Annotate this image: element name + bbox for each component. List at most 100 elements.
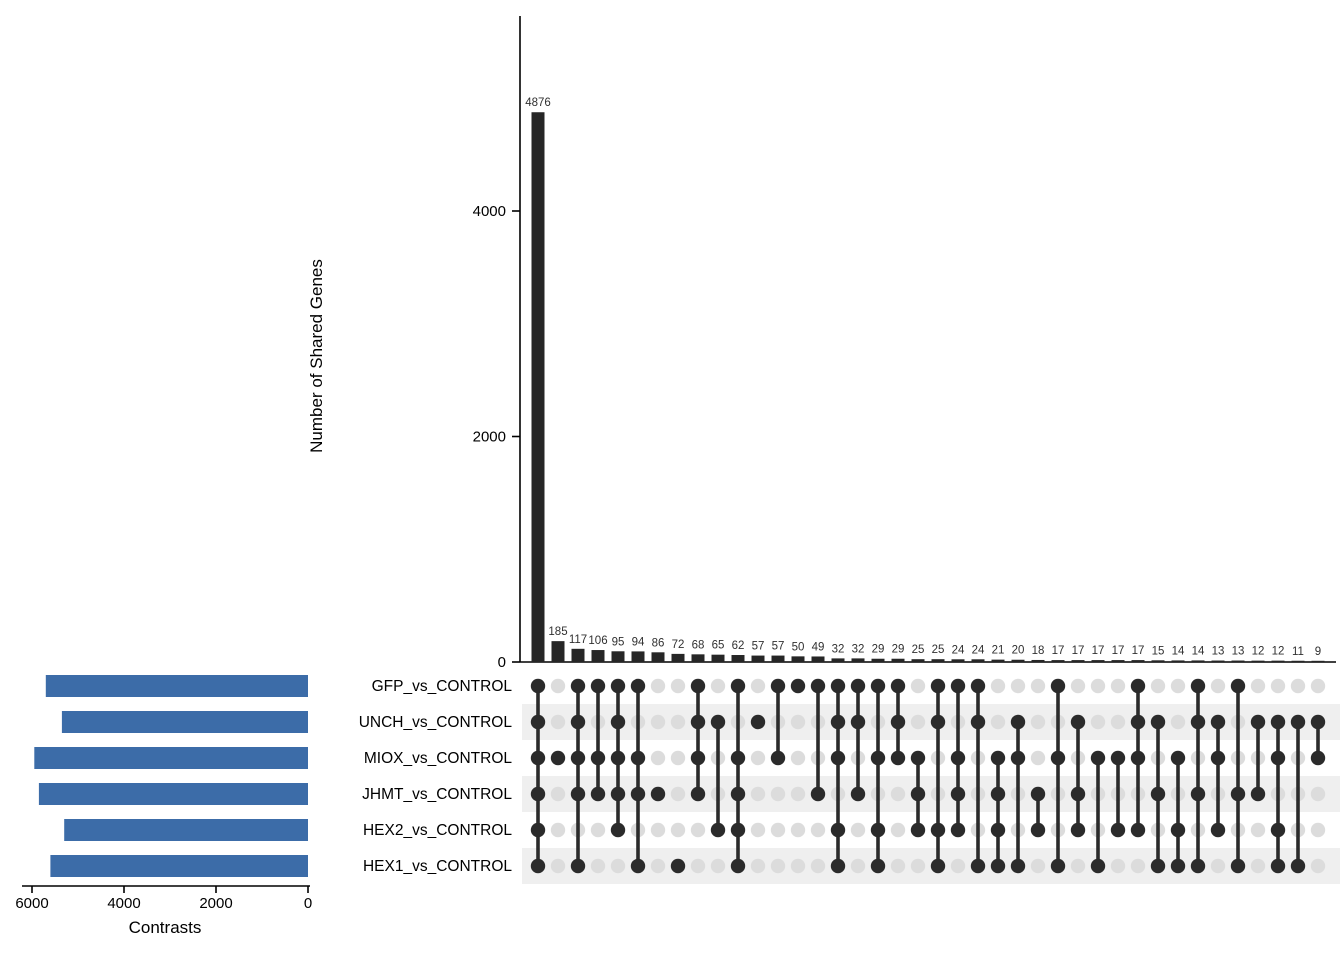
matrix-dot-empty [790,822,806,838]
intersection-value-label: 65 [712,640,725,652]
matrix-dot-empty [770,858,786,874]
matrix-dot-filled [610,822,626,838]
matrix-dot-empty [1130,858,1146,874]
matrix-dot-empty [850,858,866,874]
matrix-dot-filled [530,678,546,694]
matrix-dot-filled [1030,786,1046,802]
matrix-dot-empty [770,822,786,838]
intersection-value-label: 13 [1212,646,1225,658]
matrix-dot-filled [990,786,1006,802]
matrix-dot-empty [750,858,766,874]
matrix-dot-filled [1030,822,1046,838]
matrix-dot-filled [590,678,606,694]
matrix-dot-filled [1250,786,1266,802]
matrix-dot-filled [830,750,846,766]
matrix-dot-filled [970,678,986,694]
matrix-dot-filled [970,714,986,730]
intersection-bar [1211,660,1225,662]
set-size-bar [45,675,309,697]
matrix-dot-filled [1190,678,1206,694]
matrix-dot-filled [1190,786,1206,802]
matrix-dot-empty [850,822,866,838]
matrix-dot-filled [670,858,686,874]
matrix-dot-filled [930,678,946,694]
matrix-dot-empty [810,858,826,874]
intersection-bar [1311,660,1325,662]
matrix-dot-filled [570,678,586,694]
intersection-bar [771,655,785,662]
matrix-dot-empty [750,786,766,802]
intersection-value-label: 29 [892,644,905,656]
intersection-bar [951,659,965,662]
matrix-dot-filled [610,786,626,802]
set-size-bar [50,855,309,877]
matrix-dot-empty [670,786,686,802]
matrix-dot-filled [1090,750,1106,766]
matrix-dot-empty [1310,858,1326,874]
matrix-dot-filled [570,750,586,766]
matrix-dot-filled [910,750,926,766]
matrix-dot-empty [990,714,1006,730]
matrix-dot-filled [950,750,966,766]
intersection-value-label: 18 [1032,645,1045,657]
matrix-dot-empty [890,822,906,838]
matrix-dot-empty [990,678,1006,694]
intersection-value-label: 29 [872,644,885,656]
matrix-dot-filled [1050,750,1066,766]
matrix-dot-filled [850,714,866,730]
intersection-bar [691,654,705,662]
setsize-tick-label: 0 [304,895,312,912]
matrix-dot-empty [910,678,926,694]
matrix-dot-filled [910,822,926,838]
matrix-dot-filled [1070,714,1086,730]
intersection-value-label: 14 [1172,645,1185,657]
matrix-dot-empty [750,750,766,766]
intersection-value-label: 117 [569,634,587,646]
intersection-value-label: 20 [1012,645,1025,657]
intersection-bar [851,658,865,662]
matrix-dot-empty [1170,678,1186,694]
intersection-value-label: 17 [1112,645,1125,657]
matrix-dot-filled [830,858,846,874]
matrix-dot-empty [590,822,606,838]
set-label: UNCH_vs_CONTROL [359,714,513,731]
matrix-dot-filled [990,750,1006,766]
matrix-dot-filled [1310,750,1326,766]
matrix-dot-filled [630,786,646,802]
matrix-dot-empty [1070,858,1086,874]
matrix-dot-filled [570,858,586,874]
matrix-dot-filled [1090,858,1106,874]
matrix-dot-empty [1290,678,1306,694]
intersection-bar [1111,660,1125,662]
matrix-dot-filled [530,822,546,838]
intersection-bar [1031,659,1045,662]
intersection-bar [1271,660,1285,662]
matrix-dot-empty [1110,714,1126,730]
matrix-dot-filled [1170,858,1186,874]
intersection-value-label: 17 [1092,645,1105,657]
intersection-bar [971,659,985,662]
matrix-dot-filled [930,714,946,730]
matrix-dot-empty [710,858,726,874]
matrix-dot-filled [570,786,586,802]
matrix-dot-filled [610,714,626,730]
intersection-bar [891,658,905,662]
matrix-dot-empty [1090,678,1106,694]
matrix-dot-filled [990,858,1006,874]
set-size-bar [34,747,309,769]
matrix-dot-filled [770,750,786,766]
matrix-dot-filled [850,678,866,694]
intersection-bar [591,650,605,662]
matrix-dot-empty [1150,678,1166,694]
matrix-dot-filled [870,678,886,694]
matrix-dot-empty [1110,858,1126,874]
matrix-dot-empty [670,822,686,838]
set-label: MIOX_vs_CONTROL [364,750,513,767]
matrix-dot-empty [710,678,726,694]
matrix-dot-filled [1210,714,1226,730]
intersection-bar [991,659,1005,662]
matrix-dot-filled [1110,750,1126,766]
intersection-value-label: 57 [772,641,785,653]
matrix-dot-filled [970,858,986,874]
